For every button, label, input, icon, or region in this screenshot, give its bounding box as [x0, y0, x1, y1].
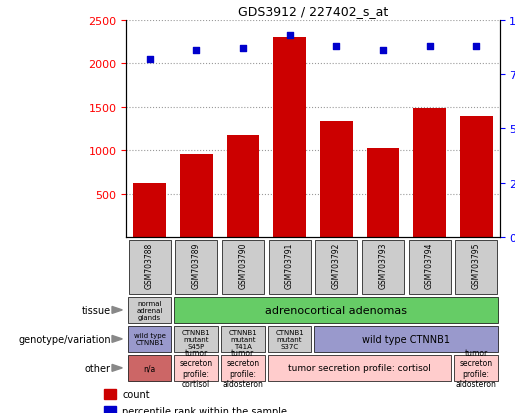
- FancyBboxPatch shape: [362, 241, 404, 294]
- Text: normal
adrenal
glands: normal adrenal glands: [136, 300, 163, 320]
- FancyBboxPatch shape: [174, 326, 218, 352]
- FancyBboxPatch shape: [315, 241, 357, 294]
- FancyBboxPatch shape: [128, 326, 171, 352]
- Text: wild type
CTNNB1: wild type CTNNB1: [133, 332, 165, 346]
- Bar: [460, 117, 492, 237]
- FancyBboxPatch shape: [129, 241, 170, 294]
- Bar: [104, 389, 116, 399]
- Bar: [367, 149, 399, 237]
- Title: GDS3912 / 227402_s_at: GDS3912 / 227402_s_at: [238, 5, 388, 18]
- Point: [192, 47, 200, 54]
- FancyBboxPatch shape: [268, 355, 452, 381]
- Text: CTNNB1
mutant
S45P: CTNNB1 mutant S45P: [182, 329, 211, 349]
- FancyBboxPatch shape: [128, 297, 171, 323]
- FancyBboxPatch shape: [268, 241, 311, 294]
- Point: [332, 43, 340, 50]
- FancyBboxPatch shape: [128, 355, 171, 381]
- FancyBboxPatch shape: [174, 297, 498, 323]
- Bar: [320, 122, 353, 237]
- Point: [472, 43, 480, 50]
- Bar: [180, 154, 213, 237]
- Point: [425, 43, 434, 50]
- Text: tumor
secreton
profile:
cortisol: tumor secreton profile: cortisol: [180, 348, 213, 388]
- Text: tissue: tissue: [81, 305, 111, 315]
- Text: CTNNB1
mutant
T41A: CTNNB1 mutant T41A: [229, 329, 257, 349]
- Text: percentile rank within the sample: percentile rank within the sample: [122, 406, 287, 413]
- Text: wild type CTNNB1: wild type CTNNB1: [362, 334, 450, 344]
- Point: [145, 56, 153, 63]
- FancyBboxPatch shape: [268, 326, 312, 352]
- Bar: [133, 184, 166, 237]
- FancyBboxPatch shape: [455, 241, 497, 294]
- Bar: [104, 406, 116, 413]
- Text: genotype/variation: genotype/variation: [18, 334, 111, 344]
- Text: tumor secretion profile: cortisol: tumor secretion profile: cortisol: [288, 363, 431, 373]
- Text: n/a: n/a: [143, 363, 156, 373]
- Polygon shape: [112, 365, 123, 371]
- Bar: [273, 38, 306, 237]
- FancyBboxPatch shape: [222, 241, 264, 294]
- Bar: [413, 108, 446, 237]
- Text: GSM703791: GSM703791: [285, 242, 294, 289]
- Text: tumor
secreton
profile:
aldosteron: tumor secreton profile: aldosteron: [222, 348, 263, 388]
- FancyBboxPatch shape: [408, 241, 451, 294]
- Text: count: count: [122, 389, 150, 399]
- Text: GSM703789: GSM703789: [192, 242, 201, 289]
- Text: GSM703794: GSM703794: [425, 242, 434, 289]
- Text: GSM703788: GSM703788: [145, 242, 154, 288]
- FancyBboxPatch shape: [175, 241, 217, 294]
- Bar: [227, 136, 259, 237]
- FancyBboxPatch shape: [221, 355, 265, 381]
- Text: tumor
secreton
profile:
aldosteron: tumor secreton profile: aldosteron: [456, 348, 496, 388]
- Text: GSM703792: GSM703792: [332, 242, 341, 289]
- Text: CTNNB1
mutant
S37C: CTNNB1 mutant S37C: [275, 329, 304, 349]
- Text: adrenocortical adenomas: adrenocortical adenomas: [265, 305, 407, 315]
- FancyBboxPatch shape: [454, 355, 498, 381]
- Text: GSM703790: GSM703790: [238, 242, 247, 289]
- Point: [285, 33, 294, 39]
- Text: other: other: [85, 363, 111, 373]
- Polygon shape: [112, 336, 123, 342]
- FancyBboxPatch shape: [221, 326, 265, 352]
- Text: GSM703793: GSM703793: [379, 242, 387, 289]
- Point: [379, 47, 387, 54]
- FancyBboxPatch shape: [314, 326, 498, 352]
- Text: GSM703795: GSM703795: [472, 242, 480, 289]
- FancyBboxPatch shape: [174, 355, 218, 381]
- Polygon shape: [112, 307, 123, 313]
- Point: [239, 45, 247, 52]
